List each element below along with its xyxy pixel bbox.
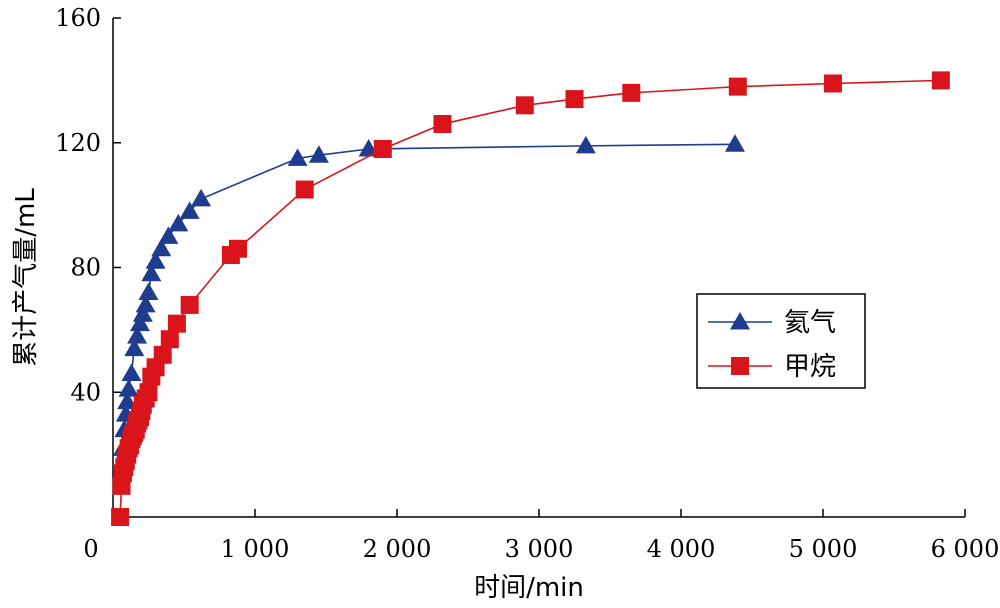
data-point bbox=[622, 83, 641, 102]
data-point bbox=[931, 71, 950, 90]
x-tick-label: 6 000 bbox=[931, 535, 1000, 563]
series-line bbox=[120, 143, 735, 471]
x-tick-label: 2 000 bbox=[363, 535, 432, 563]
legend-marker bbox=[731, 357, 749, 375]
y-tick-label: 80 bbox=[70, 254, 101, 282]
data-point bbox=[167, 314, 186, 333]
legend-marker bbox=[730, 312, 750, 330]
legend-label: 甲烷 bbox=[784, 352, 836, 382]
legend-label: 氦气 bbox=[784, 308, 836, 338]
data-point bbox=[373, 139, 392, 158]
data-point bbox=[124, 338, 145, 357]
data-point bbox=[141, 263, 162, 282]
data-point bbox=[129, 313, 150, 332]
y-tick-label: 160 bbox=[55, 4, 101, 32]
data-point bbox=[145, 251, 166, 269]
x-axis-label: 时间/min bbox=[474, 573, 584, 603]
data-point bbox=[118, 379, 139, 397]
y-tick-label: 40 bbox=[70, 378, 101, 406]
data-point bbox=[823, 74, 842, 93]
data-point bbox=[127, 326, 148, 344]
series-layer bbox=[111, 71, 950, 526]
data-point bbox=[121, 363, 142, 382]
x-tick-label: 4 000 bbox=[647, 535, 716, 563]
data-point bbox=[179, 201, 200, 219]
x-tick-label: 5 000 bbox=[789, 535, 858, 563]
data-point bbox=[117, 391, 138, 410]
data-point bbox=[132, 304, 153, 322]
data-point bbox=[575, 135, 596, 154]
data-point bbox=[228, 239, 247, 258]
data-point bbox=[724, 134, 745, 152]
data-point bbox=[168, 213, 189, 232]
data-point bbox=[135, 294, 156, 313]
data-point bbox=[153, 345, 172, 364]
x-tick-label: 0 bbox=[83, 535, 98, 563]
data-point bbox=[191, 188, 212, 207]
y-axis-label: 累计产气量/mL bbox=[11, 188, 41, 367]
data-point bbox=[158, 226, 179, 244]
data-point bbox=[515, 96, 534, 115]
data-point bbox=[160, 330, 179, 349]
data-point bbox=[287, 148, 308, 166]
y-tick-label: 120 bbox=[55, 129, 101, 157]
x-tick-label: 3 000 bbox=[505, 535, 574, 563]
axes: 0 1 000 2 000 3 000 4 000 5 000 6 000 40 80 120 16… bbox=[11, 4, 999, 603]
series-2 bbox=[111, 71, 950, 526]
data-point bbox=[151, 238, 172, 257]
data-point bbox=[728, 77, 747, 96]
data-point bbox=[433, 115, 452, 134]
data-point bbox=[358, 138, 379, 157]
data-point bbox=[139, 383, 158, 402]
data-point bbox=[295, 180, 314, 199]
series-1 bbox=[111, 134, 745, 478]
data-point bbox=[565, 90, 584, 109]
data-point bbox=[111, 508, 130, 526]
x-tick-label: 1 000 bbox=[221, 535, 290, 563]
data-point bbox=[308, 145, 329, 163]
data-point bbox=[138, 282, 159, 300]
legend-box bbox=[696, 293, 866, 389]
data-point bbox=[180, 295, 199, 314]
